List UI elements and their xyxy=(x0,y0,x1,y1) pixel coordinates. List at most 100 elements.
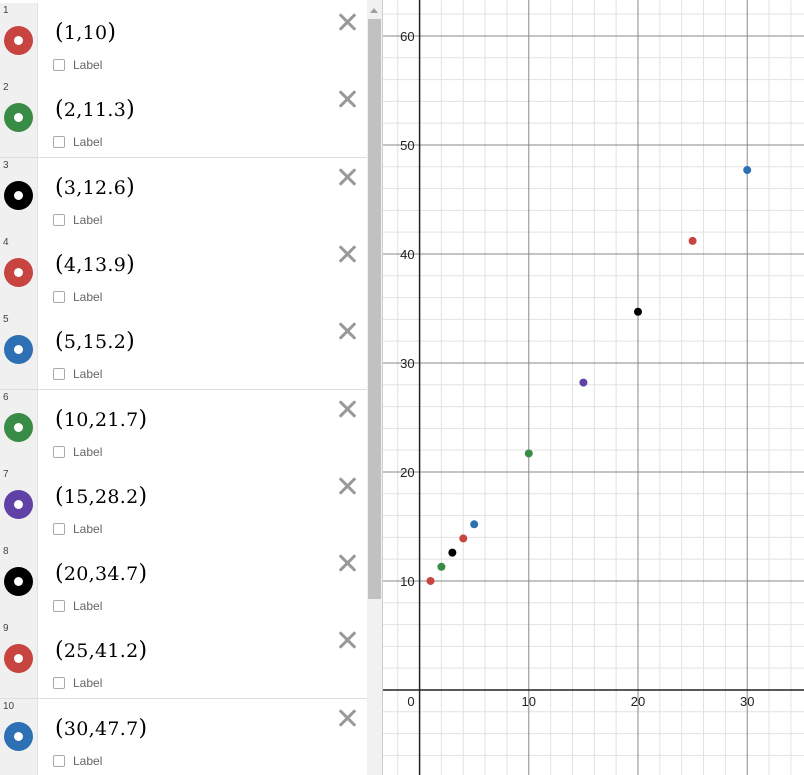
expression-math[interactable]: (10,21.7) xyxy=(55,407,148,432)
data-point[interactable] xyxy=(634,307,643,316)
label-checkbox[interactable] xyxy=(53,523,65,535)
expression-row[interactable]: 4 (4,13.9) Label xyxy=(0,235,367,313)
expression-index: 1 xyxy=(3,5,9,16)
expression-math[interactable]: (15,28.2) xyxy=(55,484,148,509)
delete-expression-icon[interactable] xyxy=(337,398,359,420)
color-toggle-icon[interactable] xyxy=(4,335,33,364)
delete-expression-icon[interactable] xyxy=(337,707,359,729)
expression-row[interactable]: 10 (30,47.7) Label xyxy=(0,699,367,775)
data-point[interactable] xyxy=(437,562,446,571)
expression-list: 1 (1,10) Label 2 (2,11.3) Label 3 (3,12.6) Label… xyxy=(0,0,383,775)
data-point[interactable] xyxy=(426,576,435,585)
delete-expression-icon[interactable] xyxy=(337,11,359,33)
expression-index: 3 xyxy=(3,160,9,171)
expression-index: 4 xyxy=(3,237,9,248)
x-tick-label: 20 xyxy=(631,694,645,709)
color-toggle-icon[interactable] xyxy=(4,413,33,442)
expression-math[interactable]: (25,41.2) xyxy=(55,638,148,663)
color-toggle-icon[interactable] xyxy=(4,490,33,519)
data-point[interactable] xyxy=(459,534,468,543)
label-checkbox[interactable] xyxy=(53,677,65,689)
delete-expression-icon[interactable] xyxy=(337,475,359,497)
x-tick-label: 10 xyxy=(522,694,536,709)
expression-row[interactable]: 1 (1,10) Label xyxy=(0,3,367,81)
label-checkbox-text: Label xyxy=(73,754,103,768)
expression-math[interactable]: (2,11.3) xyxy=(55,97,136,122)
point-coordinates[interactable]: 10,21.7 xyxy=(63,409,139,431)
expression-index: 2 xyxy=(3,82,9,93)
point-coordinates[interactable]: 2,11.3 xyxy=(63,99,127,121)
data-point[interactable] xyxy=(524,449,533,458)
expression-row[interactable]: 2 (2,11.3) Label xyxy=(0,80,367,158)
data-point[interactable] xyxy=(470,520,479,529)
point-coordinates[interactable]: 5,15.2 xyxy=(63,331,127,353)
point-coordinates[interactable]: 30,47.7 xyxy=(63,718,139,740)
expression-row[interactable]: 9 (25,41.2) Label xyxy=(0,621,367,699)
expression-gutter: 7 xyxy=(0,467,38,544)
delete-expression-icon[interactable] xyxy=(337,552,359,574)
color-toggle-icon[interactable] xyxy=(4,258,33,287)
expression-row[interactable]: 7 (15,28.2) Label xyxy=(0,467,367,545)
point-coordinates[interactable]: 15,28.2 xyxy=(63,486,139,508)
color-toggle-icon[interactable] xyxy=(4,181,33,210)
color-toggle-icon[interactable] xyxy=(4,26,33,55)
label-checkbox[interactable] xyxy=(53,446,65,458)
label-checkbox[interactable] xyxy=(53,600,65,612)
expression-gutter: 9 xyxy=(0,621,38,698)
data-point[interactable] xyxy=(688,236,697,245)
y-tick-label: 60 xyxy=(400,29,414,44)
delete-expression-icon[interactable] xyxy=(337,166,359,188)
data-point[interactable] xyxy=(448,548,457,557)
expression-list-scrollbar[interactable] xyxy=(367,0,382,775)
expression-row[interactable]: 6 (10,21.7) Label xyxy=(0,390,367,468)
label-checkbox-text: Label xyxy=(73,676,103,690)
expression-math[interactable]: (4,13.9) xyxy=(55,252,136,277)
expression-index: 9 xyxy=(3,623,9,634)
expression-math[interactable]: (1,10) xyxy=(55,20,117,45)
y-tick-label: 20 xyxy=(400,465,414,480)
label-checkbox-text: Label xyxy=(73,522,103,536)
label-checkbox[interactable] xyxy=(53,755,65,767)
color-toggle-icon[interactable] xyxy=(4,722,33,751)
label-checkbox-text: Label xyxy=(73,445,103,459)
color-toggle-icon[interactable] xyxy=(4,567,33,596)
point-coordinates[interactable]: 4,13.9 xyxy=(63,254,127,276)
point-coordinates[interactable]: 20,34.7 xyxy=(63,563,139,585)
expression-index: 6 xyxy=(3,392,9,403)
delete-expression-icon[interactable] xyxy=(337,629,359,651)
expression-gutter: 4 xyxy=(0,235,38,312)
expression-math[interactable]: (20,34.7) xyxy=(55,561,148,586)
expression-math[interactable]: (30,47.7) xyxy=(55,716,148,741)
expression-math[interactable]: (3,12.6) xyxy=(55,175,136,200)
delete-expression-icon[interactable] xyxy=(337,320,359,342)
data-points xyxy=(426,166,752,585)
point-coordinates[interactable]: 25,41.2 xyxy=(63,640,139,662)
scrollbar-thumb[interactable] xyxy=(368,19,381,599)
expression-row[interactable]: 5 (5,15.2) Label xyxy=(0,312,367,390)
delete-expression-icon[interactable] xyxy=(337,88,359,110)
data-point[interactable] xyxy=(579,378,588,387)
point-coordinates[interactable]: 1,10 xyxy=(63,22,108,44)
expression-row[interactable]: 3 (3,12.6) Label xyxy=(0,158,367,236)
label-checkbox[interactable] xyxy=(53,291,65,303)
color-toggle-icon[interactable] xyxy=(4,644,33,673)
y-tick-label: 50 xyxy=(400,138,414,153)
label-checkbox[interactable] xyxy=(53,136,65,148)
label-checkbox[interactable] xyxy=(53,214,65,226)
expression-row[interactable]: 8 (20,34.7) Label xyxy=(0,544,367,622)
label-checkbox-text: Label xyxy=(73,213,103,227)
point-coordinates[interactable]: 3,12.6 xyxy=(63,177,127,199)
data-point[interactable] xyxy=(743,166,752,175)
expression-math[interactable]: (5,15.2) xyxy=(55,329,136,354)
expression-index: 7 xyxy=(3,469,9,480)
expression-index: 5 xyxy=(3,314,9,325)
delete-expression-icon[interactable] xyxy=(337,243,359,265)
label-checkbox[interactable] xyxy=(53,368,65,380)
color-toggle-icon[interactable] xyxy=(4,103,33,132)
label-checkbox[interactable] xyxy=(53,59,65,71)
scroll-up-arrow-icon[interactable] xyxy=(370,8,378,13)
graph-paper[interactable]: 10 20 30 10 20 30 40 50 60 0 xyxy=(383,0,804,775)
label-checkbox-text: Label xyxy=(73,599,103,613)
expression-gutter: 10 xyxy=(0,699,38,775)
label-checkbox-text: Label xyxy=(73,58,103,72)
